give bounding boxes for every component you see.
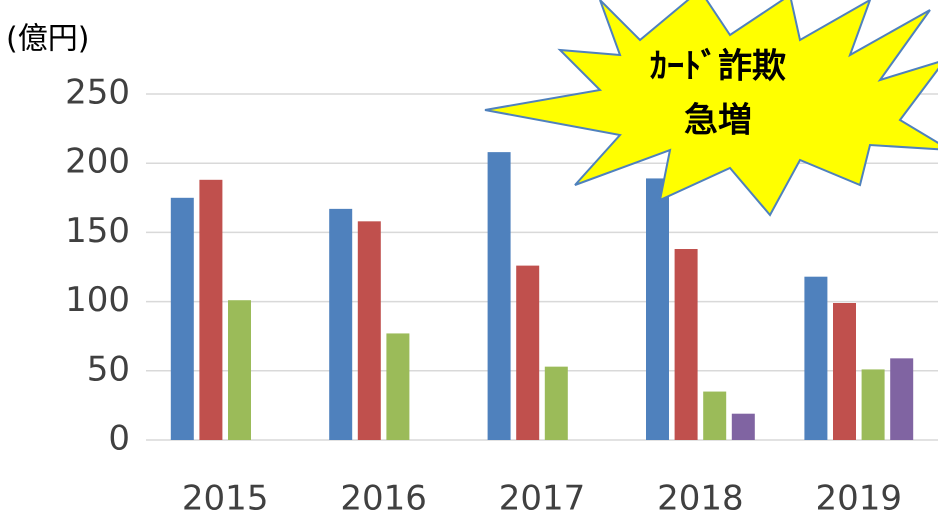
y-tick-label: 200: [65, 142, 130, 182]
bar: [386, 333, 409, 440]
bar: [833, 303, 856, 440]
x-tick-label: 2019: [816, 479, 903, 519]
annotation-line: ｶｰﾄﾞ詐欺: [650, 47, 786, 87]
bar: [646, 178, 669, 440]
x-tick-label: 2015: [182, 479, 269, 519]
bar: [804, 277, 827, 440]
bar: [890, 358, 913, 440]
x-tick-label: 2017: [499, 479, 586, 519]
y-tick-label: 250: [65, 73, 130, 113]
bar: [329, 209, 352, 440]
bar: [228, 300, 251, 440]
bar: [488, 152, 511, 440]
plot-area: 2015 2016 2017 2018 2019: [171, 152, 913, 518]
bar: [358, 221, 381, 440]
bar: [703, 392, 726, 440]
bar: [516, 266, 539, 440]
y-tick-label: 0: [108, 419, 130, 459]
chart: (億円) 050100150200250 2015201620172018201…: [0, 0, 938, 521]
bar: [171, 198, 194, 440]
y-tick-label: 150: [65, 211, 130, 251]
bar: [545, 367, 568, 440]
x-tick-label: 2018: [657, 479, 744, 519]
bar: [675, 249, 698, 440]
annotation-line: 急増: [684, 101, 752, 141]
starburst-callout: ｶｰﾄﾞ詐欺 急増: [485, 0, 938, 215]
bar: [199, 180, 222, 440]
y-axis-label: (億円): [6, 22, 89, 57]
x-tick-label: 2016: [340, 479, 427, 519]
bar: [732, 414, 755, 440]
y-tick-label: 50: [87, 349, 130, 389]
y-tick-label: 100: [65, 280, 130, 320]
bar: [862, 369, 885, 440]
